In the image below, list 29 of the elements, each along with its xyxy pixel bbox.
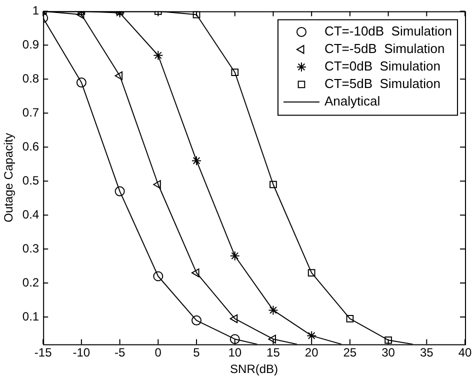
y-tick-label: 0.4 [22, 207, 40, 222]
legend-label: CT=-10dB Simulation [324, 24, 452, 39]
y-axis-title: Outage Capacity [2, 133, 16, 222]
legend-label: CT=5dB Simulation [324, 76, 440, 92]
y-tick-label: 0.6 [22, 139, 40, 154]
x-tick-label: 10 [228, 346, 242, 360]
x-axis-title: SNR(dB) [230, 362, 278, 376]
legend-label: Analytical [324, 94, 380, 109]
x-tick-label: -5 [114, 346, 126, 360]
x-tick-label: -15 [34, 346, 52, 360]
y-tick-label: 0.5 [22, 173, 40, 188]
y-tick-label: 1 [32, 4, 40, 18]
x-tick-label: 5 [193, 346, 200, 360]
legend-label: CT=0dB Simulation [324, 58, 440, 74]
x-tick-label: 35 [420, 346, 434, 360]
x-tick-label: 40 [458, 346, 472, 360]
y-tick-label: 0.9 [22, 37, 40, 52]
x-tick-label: 0 [154, 346, 162, 360]
y-tick-label: 0.3 [22, 241, 40, 256]
y-tick-label: 0.7 [22, 105, 40, 120]
y-tick-label: 0.2 [22, 275, 40, 290]
y-tick-label: 0.8 [22, 71, 40, 86]
x-tick-label: 15 [266, 346, 280, 360]
y-tick-label: 0.1 [22, 309, 40, 324]
x-tick-label: 25 [343, 346, 357, 360]
x-tick-label: 30 [382, 346, 396, 360]
x-tick-label: -10 [72, 346, 90, 360]
legend-label: CT=-5dB Simulation [324, 41, 445, 56]
x-tick-label: 20 [304, 346, 319, 360]
